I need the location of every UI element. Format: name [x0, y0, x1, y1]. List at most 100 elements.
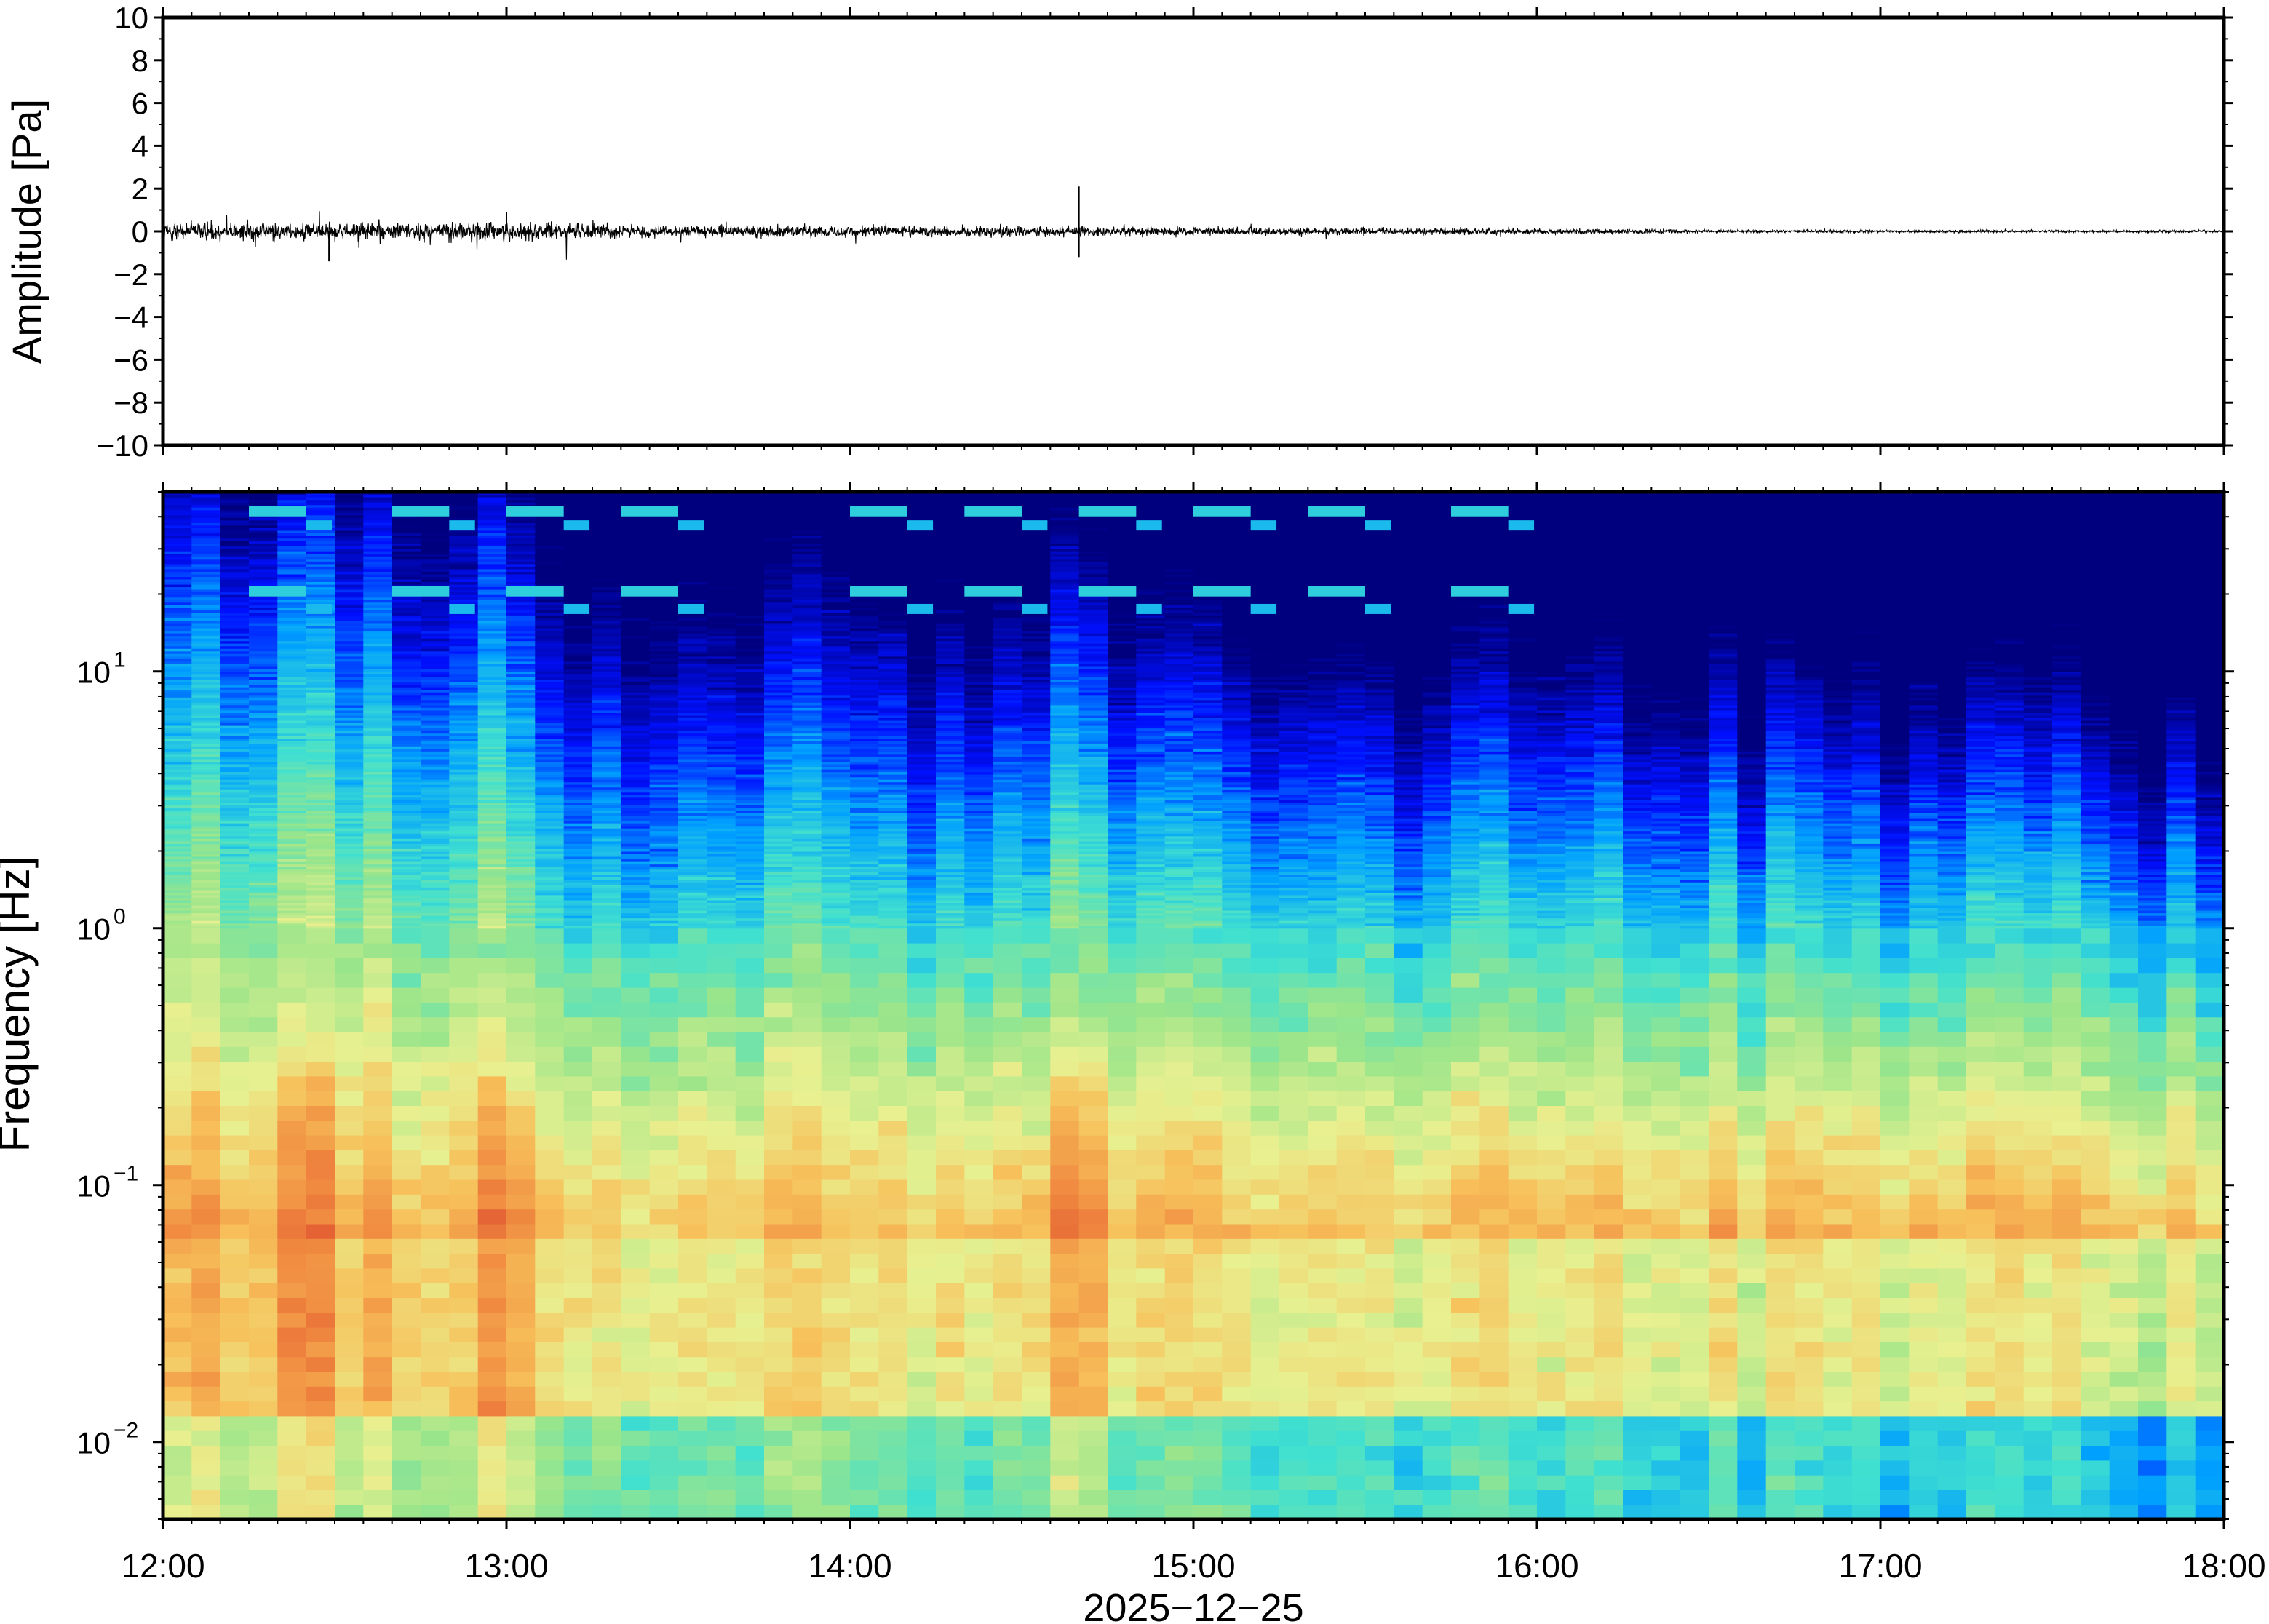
spectrogram-cell [163, 666, 192, 669]
spectrogram-cell [1623, 1105, 1652, 1121]
spectrogram-cell [2195, 1460, 2224, 1476]
spectrogram-cell [1308, 1371, 1338, 1387]
spectrogram-cell [506, 958, 536, 974]
spectrogram-cell [392, 856, 421, 860]
spectrogram-cell [421, 972, 450, 988]
spectrogram-cell [1508, 1075, 1538, 1091]
spectrogram-cell [220, 902, 250, 906]
spectrogram-cell [1222, 1401, 1252, 1417]
spectrogram-cell [850, 1179, 879, 1195]
spectrogram-cell [449, 1504, 479, 1519]
spectrogram-cell [1108, 1489, 1137, 1505]
spectrogram-cell [335, 1267, 364, 1283]
spectrogram-cell [649, 1504, 679, 1519]
spectrogram-cell [191, 702, 221, 706]
spectrogram-cell [1050, 1150, 1080, 1166]
spectrogram-cell [907, 972, 937, 988]
spectrogram-cell [1108, 1342, 1137, 1358]
spectrogram-cell [678, 1356, 707, 1372]
spectrogram-cell [1880, 1075, 1910, 1091]
spectrogram-cell [2081, 1356, 2110, 1372]
spectrogram-cell [449, 787, 479, 790]
spectrogram-cell [2138, 1401, 2167, 1417]
spectrogram-cell [220, 725, 250, 729]
spectrogram-cell [2195, 1075, 2224, 1091]
spectrogram-cell [335, 800, 364, 803]
spectrogram-cell [392, 833, 421, 837]
spectrogram-cell [1966, 943, 1995, 958]
spectrogram-cell [1537, 1267, 1566, 1283]
spectrogram-cell [277, 797, 307, 800]
spectrogram-cell [1078, 1194, 1108, 1210]
spectrogram-cell [163, 1475, 192, 1490]
spectrogram-cell [191, 1120, 221, 1136]
spectrogram-cell [191, 815, 221, 819]
spectrogram-cell [277, 1386, 307, 1402]
spectrogram-cell [363, 751, 393, 755]
spectrogram-cell [764, 1342, 793, 1358]
spectrogram-cell [220, 684, 250, 688]
spectrogram-cell [306, 578, 335, 582]
spectrogram-cell [1623, 1430, 1652, 1446]
spectrogram-cell [1078, 1164, 1108, 1180]
spectrogram-cell [821, 1164, 851, 1180]
spectrogram-cell [249, 633, 278, 637]
spectrogram-cell [1594, 1194, 1624, 1210]
spectrogram-cell [1365, 1179, 1394, 1195]
spectrogram-cell [1795, 1120, 1824, 1136]
spectrogram-cell [1136, 1342, 1166, 1358]
spectrogram-cell [1680, 1075, 1709, 1091]
spectrogram-cell [477, 905, 507, 909]
spectrogram-cell [1508, 1312, 1538, 1328]
spectrogram-cell [392, 666, 421, 669]
spectrogram-cell [1966, 1223, 1995, 1239]
spectrogram-cell [1222, 1179, 1252, 1195]
spectrogram-cell [191, 553, 221, 557]
spectrogram-cell [191, 743, 221, 747]
spectrogram-cell [621, 1253, 651, 1269]
spectrogram-cell [363, 1475, 393, 1490]
spectrogram-cell [249, 800, 278, 803]
spectrogram-cell [249, 926, 278, 929]
spectrogram-cell [449, 797, 479, 800]
spectrogram-cell [335, 987, 364, 1003]
spectrogram-cell [421, 1238, 450, 1254]
spectrogram-cell [163, 810, 192, 813]
spectrogram-cell [1623, 1445, 1652, 1461]
spectrogram-cell [449, 736, 479, 739]
spectrogram-cell [1365, 928, 1394, 944]
spectrogram-cell [191, 643, 221, 647]
spectrogram-cell [191, 622, 221, 626]
spectrogram-cell [449, 830, 479, 834]
spectrogram-cell [1308, 1091, 1338, 1106]
spectrogram-cell [249, 687, 278, 690]
spectrogram-cell [1508, 958, 1538, 974]
spectrogram-cell [335, 635, 364, 639]
spectrogram-cell [277, 571, 307, 575]
spectrogram-cell [993, 958, 1022, 974]
spectrogram-cell [2023, 958, 2053, 974]
spectrogram-cell [449, 731, 479, 734]
spectrogram-cell [2195, 1386, 2224, 1402]
spectrogram-cell [191, 576, 221, 580]
spectrogram-cell [1508, 1223, 1538, 1239]
spectrogram-cell [1250, 1164, 1280, 1180]
spectrogram-cell [392, 728, 421, 731]
spectrogram-cell [1050, 1061, 1080, 1077]
spectrogram-cell [707, 1312, 736, 1328]
spectrogram-cell [220, 533, 250, 536]
spectrogram-cell [363, 1386, 393, 1402]
spectrogram-cell [421, 1297, 450, 1313]
spectrogram-cell [1909, 1430, 1939, 1446]
spectrogram-cell [1565, 1120, 1595, 1136]
spectrogram-cell [1108, 1016, 1137, 1032]
spectrogram-cell [249, 1164, 278, 1180]
spectrogram-cell [163, 1267, 192, 1283]
spectrogram-cell [964, 1371, 994, 1387]
spectrogram-cell [1250, 1075, 1280, 1091]
spectrogram-cell [1422, 943, 1452, 958]
spectrogram-cell [1222, 1327, 1252, 1342]
spectrogram-cell [335, 820, 364, 824]
spectrogram-cell [1279, 1283, 1308, 1298]
spectrogram-cell [392, 743, 421, 747]
